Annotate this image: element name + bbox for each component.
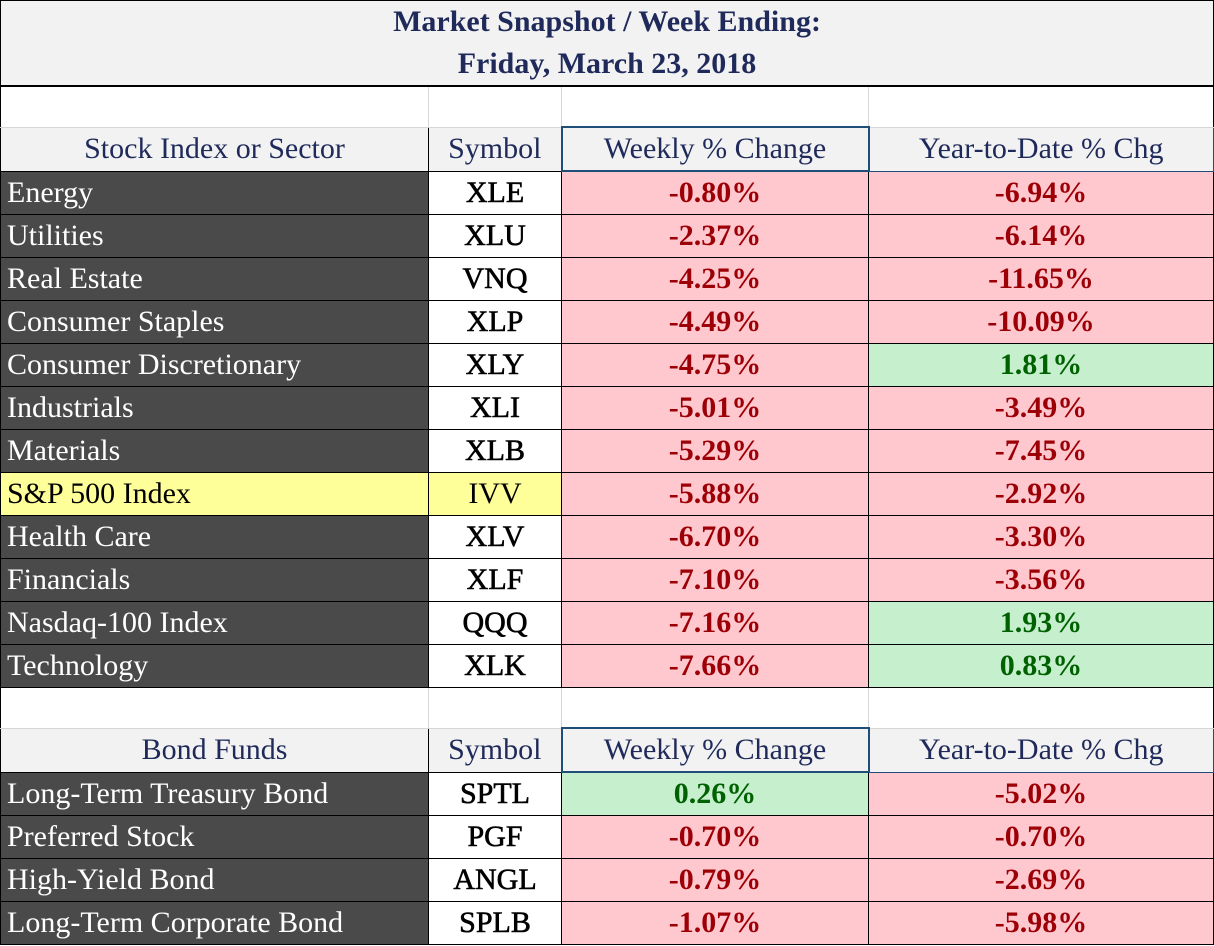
stock-ytd-change-cell: -7.45% xyxy=(868,429,1214,473)
stock-name-cell: Nasdaq-100 Index xyxy=(0,601,429,645)
stock-row: Materials XLB -5.29% -7.45% xyxy=(0,429,1214,473)
stock-symbol-cell: IVV xyxy=(428,472,562,516)
stock-name-cell: Financials xyxy=(0,558,429,602)
bond-symbol-cell: SPLB xyxy=(428,901,562,945)
stock-ytd-change-cell: 1.81% xyxy=(868,343,1214,387)
stock-weekly-change-cell: -7.66% xyxy=(561,644,869,688)
stock-symbol-cell: XLK xyxy=(428,644,562,688)
bond-symbol-cell: ANGL xyxy=(428,858,562,902)
stock-name-cell: Consumer Discretionary xyxy=(0,343,429,387)
stock-ytd-change-cell: -3.49% xyxy=(868,386,1214,430)
stock-row: Utilities XLU -2.37% -6.14% xyxy=(0,214,1214,258)
bond-ytd-change-cell: -0.70% xyxy=(868,815,1214,859)
stock-row: Financials XLF -7.10% -3.56% xyxy=(0,558,1214,602)
stock-ytd-change-cell: -3.56% xyxy=(868,558,1214,602)
stock-ytd-change-cell: -6.94% xyxy=(868,170,1214,215)
stock-ytd-change-cell: -3.30% xyxy=(868,515,1214,559)
stock-name-cell: Materials xyxy=(0,429,429,473)
stock-name-cell: Real Estate xyxy=(0,257,429,301)
bond-header-row: Bond Funds Symbol Weekly % Change Year-t… xyxy=(0,727,1214,773)
stock-name-cell: Health Care xyxy=(0,515,429,559)
stock-weekly-change-cell: -4.25% xyxy=(561,257,869,301)
title-line-1: Market Snapshot / Week Ending: xyxy=(393,5,821,38)
stock-name-cell: S&P 500 Index xyxy=(0,472,429,516)
stock-ytd-change-cell: -10.09% xyxy=(868,300,1214,344)
stock-row: Consumer Staples XLP -4.49% -10.09% xyxy=(0,300,1214,344)
bond-row: Long-Term Treasury Bond SPTL 0.26% -5.02% xyxy=(0,771,1214,816)
stock-header-row: Stock Index or Sector Symbol Weekly % Ch… xyxy=(0,126,1214,172)
bond-ytd-change-cell: -5.98% xyxy=(868,901,1214,945)
bond-symbol-cell: PGF xyxy=(428,815,562,859)
stock-name-cell: Utilities xyxy=(0,214,429,258)
stock-ytd-change-cell: 1.93% xyxy=(868,601,1214,645)
stock-header-name: Stock Index or Sector xyxy=(0,126,429,172)
stock-row: Industrials XLI -5.01% -3.49% xyxy=(0,386,1214,430)
stock-weekly-change-cell: -6.70% xyxy=(561,515,869,559)
stock-row: Consumer Discretionary XLY -4.75% 1.81% xyxy=(0,343,1214,387)
stock-row: Technology XLK -7.66% 0.83% xyxy=(0,644,1214,688)
spacer-row xyxy=(0,85,1214,128)
bond-weekly-change-cell: 0.26% xyxy=(561,771,869,816)
bond-header-weekly: Weekly % Change xyxy=(560,727,870,773)
bond-name-cell: Long-Term Corporate Bond xyxy=(0,901,429,945)
stock-symbol-cell: XLI xyxy=(428,386,562,430)
stock-ytd-change-cell: -2.92% xyxy=(868,472,1214,516)
bond-name-cell: High-Yield Bond xyxy=(0,858,429,902)
stock-symbol-cell: QQQ xyxy=(428,601,562,645)
stock-symbol-cell: XLY xyxy=(428,343,562,387)
bond-weekly-change-cell: -0.70% xyxy=(561,815,869,859)
stock-name-cell: Industrials xyxy=(0,386,429,430)
title-row: Market Snapshot / Week Ending: Friday, M… xyxy=(0,0,1214,87)
stock-symbol-cell: XLU xyxy=(428,214,562,258)
stock-weekly-change-cell: -2.37% xyxy=(561,214,869,258)
stock-weekly-change-cell: -5.01% xyxy=(561,386,869,430)
bond-ytd-change-cell: -5.02% xyxy=(868,771,1214,816)
stock-header-weekly: Weekly % Change xyxy=(560,126,870,172)
stock-symbol-cell: XLF xyxy=(428,558,562,602)
stock-header-ytd: Year-to-Date % Chg xyxy=(868,126,1214,172)
stock-header-symbol: Symbol xyxy=(428,126,562,172)
bond-header-symbol: Symbol xyxy=(428,727,562,773)
bond-header-name: Bond Funds xyxy=(0,727,429,773)
bond-symbol-cell: SPTL xyxy=(428,771,562,816)
stock-weekly-change-cell: -7.16% xyxy=(561,601,869,645)
bond-ytd-change-cell: -2.69% xyxy=(868,858,1214,902)
stock-name-cell: Technology xyxy=(0,644,429,688)
stock-ytd-change-cell: -6.14% xyxy=(868,214,1214,258)
stock-symbol-cell: XLV xyxy=(428,515,562,559)
stock-weekly-change-cell: -0.80% xyxy=(561,170,869,215)
bond-row: Preferred Stock PGF -0.70% -0.70% xyxy=(0,815,1214,859)
stock-symbol-cell: VNQ xyxy=(428,257,562,301)
bond-row: Long-Term Corporate Bond SPLB -1.07% -5.98% xyxy=(0,901,1214,945)
stock-name-cell: Energy xyxy=(0,170,429,215)
stock-weekly-change-cell: -5.29% xyxy=(561,429,869,473)
stock-weekly-change-cell: -4.75% xyxy=(561,343,869,387)
stock-weekly-change-cell: -7.10% xyxy=(561,558,869,602)
stock-ytd-change-cell: -11.65% xyxy=(868,257,1214,301)
bond-name-cell: Preferred Stock xyxy=(0,815,429,859)
bond-weekly-change-cell: -0.79% xyxy=(561,858,869,902)
stock-row: Health Care XLV -6.70% -3.30% xyxy=(0,515,1214,559)
stock-weekly-change-cell: -4.49% xyxy=(561,300,869,344)
bond-header-ytd: Year-to-Date % Chg xyxy=(868,727,1214,773)
stock-row: Nasdaq-100 Index QQQ -7.16% 1.93% xyxy=(0,601,1214,645)
stock-row: Real Estate VNQ -4.25% -11.65% xyxy=(0,257,1214,301)
stock-symbol-cell: XLE xyxy=(428,170,562,215)
title-line-2: Friday, March 23, 2018 xyxy=(457,47,757,80)
stock-row: Energy XLE -0.80% -6.94% xyxy=(0,170,1214,215)
page-title: Market Snapshot / Week Ending: Friday, M… xyxy=(0,0,1214,87)
stock-symbol-cell: XLP xyxy=(428,300,562,344)
bond-name-cell: Long-Term Treasury Bond xyxy=(0,771,429,816)
stock-ytd-change-cell: 0.83% xyxy=(868,644,1214,688)
stock-row: S&P 500 Index IVV -5.88% -2.92% xyxy=(0,472,1214,516)
spacer-row xyxy=(0,687,1214,729)
stock-weekly-change-cell: -5.88% xyxy=(561,472,869,516)
stock-symbol-cell: XLB xyxy=(428,429,562,473)
bond-weekly-change-cell: -1.07% xyxy=(561,901,869,945)
stock-name-cell: Consumer Staples xyxy=(0,300,429,344)
bond-row: High-Yield Bond ANGL -0.79% -2.69% xyxy=(0,858,1214,902)
